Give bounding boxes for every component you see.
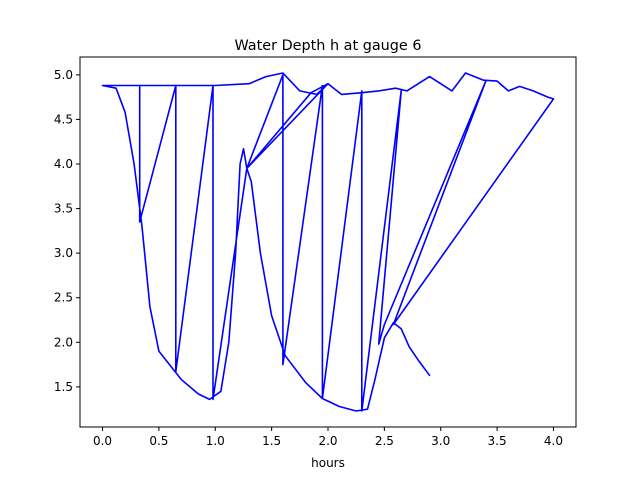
y-tick-label: 3.5 <box>54 202 73 216</box>
x-tick-label: 0.0 <box>93 434 112 448</box>
y-tick-label: 4.0 <box>54 157 73 171</box>
y-tick-label: 5.0 <box>54 68 73 82</box>
x-tick-label: 3.0 <box>431 434 450 448</box>
x-tick-label: 4.0 <box>544 434 563 448</box>
x-axis: 0.0 0.5 1.0 1.5 2.0 2.5 3.0 3.5 4.0 <box>93 427 563 448</box>
x-axis-label: hours <box>311 456 345 470</box>
y-tick-label: 3.0 <box>54 246 73 260</box>
x-tick-label: 1.0 <box>206 434 225 448</box>
x-tick-label: 2.5 <box>375 434 394 448</box>
y-tick-label: 1.5 <box>54 380 73 394</box>
x-tick-label: 3.5 <box>488 434 507 448</box>
x-tick-label: 1.5 <box>262 434 281 448</box>
y-tick-label: 2.0 <box>54 335 73 349</box>
y-tick-label: 4.5 <box>54 112 73 126</box>
x-tick-label: 2.0 <box>318 434 337 448</box>
series-line-1 <box>101 72 555 412</box>
y-tick-label: 2.5 <box>54 291 73 305</box>
x-tick-label: 0.5 <box>149 434 168 448</box>
y-axis: 1.5 2.0 2.5 3.0 3.5 4.0 4.5 5.0 <box>54 68 80 394</box>
chart-title: Water Depth h at gauge 6 <box>234 38 421 54</box>
